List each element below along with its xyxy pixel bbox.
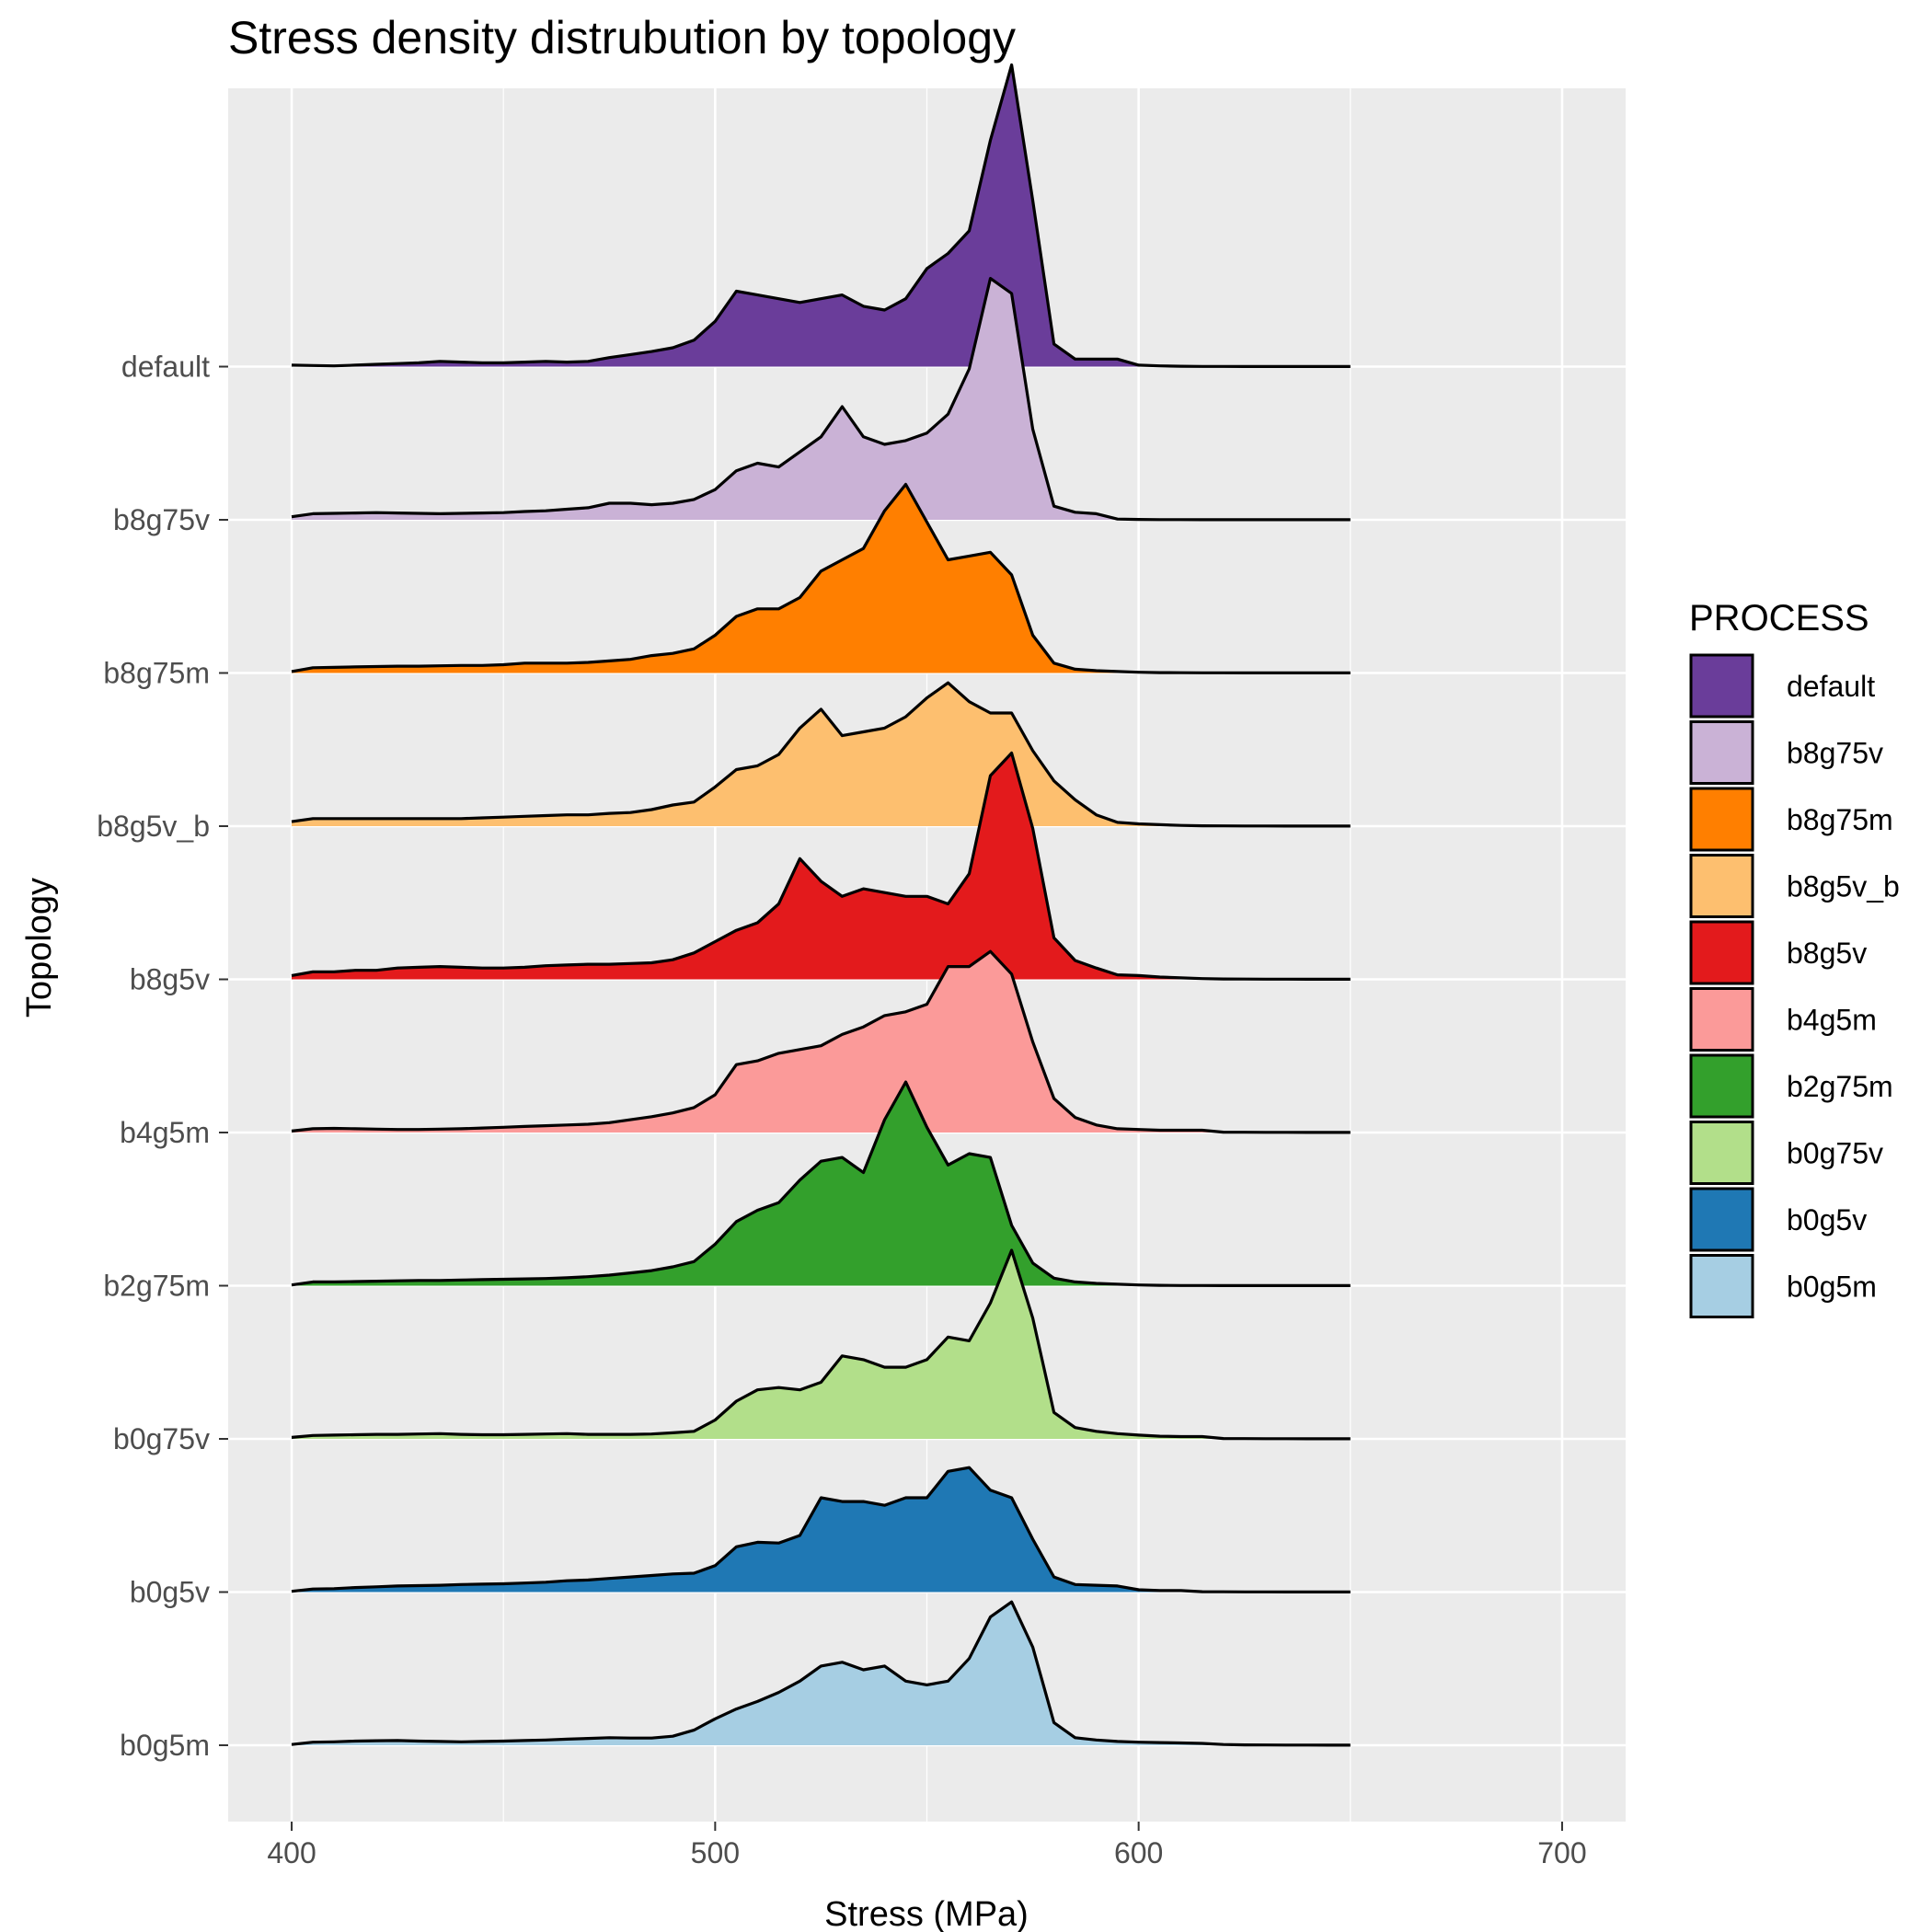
y-tick-label: b8g75v (113, 503, 210, 536)
legend-key-b4g5m (1689, 987, 1754, 1052)
legend-key-b0g5v (1689, 1187, 1754, 1252)
legend-key-b8g75m (1689, 787, 1754, 852)
ridge-line-default (291, 63, 1351, 368)
legend-key-default (1689, 653, 1754, 719)
legend-label: default (1787, 670, 1875, 703)
legend: PROCESS default b8g75v b8g75m b8g5v_b b8g5v b… (1689, 598, 1900, 1318)
ridge-line-b8g75m (291, 482, 1351, 674)
ridge-fill-b0g5v (292, 1467, 1351, 1593)
legend-key-b8g75v (1689, 720, 1754, 785)
ridge-fill-b8g75v (292, 278, 1351, 520)
x-tick-label: 700 (1537, 1836, 1586, 1869)
legend-key-b0g5m (1689, 1254, 1754, 1318)
x-tick-label: 600 (1114, 1836, 1163, 1869)
ridge-line-b8g5v (291, 751, 1351, 981)
ridge-line-b8g5v_b (291, 681, 1351, 828)
ridge-fill-default (292, 64, 1351, 367)
x-tick-label: 500 (691, 1836, 740, 1869)
ridge-fill-b8g75m (292, 484, 1351, 673)
y-tick-label: b2g75m (103, 1270, 210, 1303)
legend-label: b8g5v_b (1787, 870, 1900, 903)
x-axis-title: Stress (MPa) (824, 1895, 1029, 1932)
ridge-line-b0g5m (291, 1600, 1351, 1747)
y-tick-label: b8g75m (103, 657, 210, 690)
ridge-fill-b0g5m (292, 1602, 1351, 1745)
y-axis: b0g5m b0g5v b0g75v b2g75m b4g5m b8g5v b8g5v_b b… (97, 351, 228, 1762)
ridge-line-b0g5v (291, 1466, 1351, 1593)
legend-label: b8g75m (1787, 803, 1893, 836)
y-tick-label: b8g5v_b (97, 810, 210, 843)
legend-key-b0g75v (1689, 1121, 1754, 1185)
ridge-line-b2g75m (291, 1080, 1351, 1287)
legend-key-b2g75m (1689, 1053, 1754, 1119)
ridge-fill-b0g75v (292, 1250, 1351, 1439)
ridge-line-b4g5m (291, 949, 1351, 1134)
ridge-line-b8g75v (291, 277, 1351, 522)
y-tick-label: b8g5v (130, 963, 210, 996)
ridge-fill-b4g5m (292, 951, 1351, 1133)
legend-label: b8g5v (1787, 937, 1867, 970)
ridge-line-b0g75v (291, 1248, 1351, 1441)
legend-key-b8g5v_b (1689, 854, 1754, 918)
legend-key-b8g5v (1689, 920, 1754, 985)
legend-label: b0g5v (1787, 1203, 1867, 1236)
ridge-fill-b2g75m (292, 1082, 1351, 1286)
y-tick-label: default (121, 351, 210, 384)
y-tick-label: b4g5m (120, 1116, 210, 1149)
legend-label: b0g5m (1787, 1271, 1877, 1304)
x-tick-label: 400 (267, 1836, 316, 1869)
ridge-fill-b8g5v (292, 753, 1351, 980)
ridge-fill-b8g5v_b (292, 683, 1351, 826)
x-axis: 400 500 600 700 (267, 1822, 1587, 1869)
legend-title: PROCESS (1689, 598, 1869, 638)
density-ridges (291, 63, 1351, 1747)
y-tick-label: b0g5v (130, 1576, 210, 1609)
y-tick-label: b0g5m (120, 1729, 210, 1762)
legend-label: b8g75v (1787, 737, 1883, 770)
legend-label: b4g5m (1787, 1004, 1877, 1037)
chart-title: Stress density distrubution by topology (228, 12, 1016, 63)
legend-label: b2g75m (1787, 1070, 1893, 1103)
legend-label: b0g75v (1787, 1137, 1883, 1170)
y-tick-label: b0g75v (113, 1422, 210, 1455)
y-axis-title: Topology (20, 878, 59, 1018)
